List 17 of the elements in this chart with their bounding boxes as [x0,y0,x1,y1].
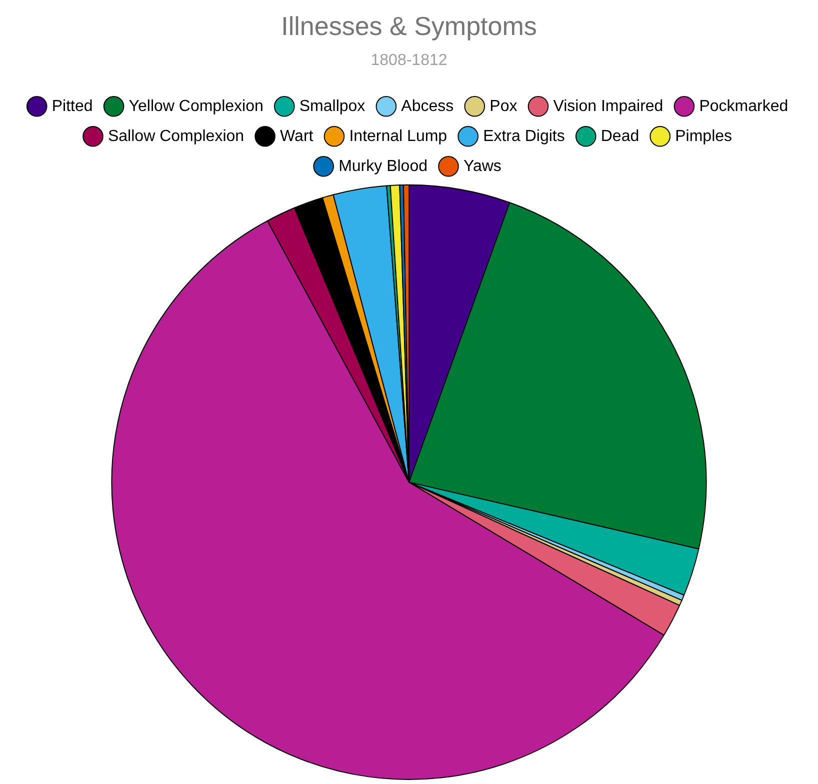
legend-label: Dead [600,128,640,145]
legend-label: Smallpox [299,98,366,115]
legend-label: Vision Impaired [553,98,664,115]
chart-title: Illnesses & Symptoms [281,10,537,41]
legend-label: Pimples [675,128,732,145]
legend-label: Sallow Complexion [108,128,244,145]
legend-label: Murky Blood [338,158,428,175]
chart-subtitle: 1808-1812 [370,52,448,70]
legend-label: Pitted [52,98,93,115]
legend-label: Wart [280,128,314,145]
legend-label: Pox [490,98,518,115]
legend-label: Internal Lump [349,128,448,145]
legend-label: Extra Digits [483,128,565,145]
legend-label: Yaws [463,158,502,175]
legend-label: Abcess [401,98,454,115]
legend-label: Yellow Complexion [128,98,264,115]
legend-label: Pockmarked [699,98,788,115]
